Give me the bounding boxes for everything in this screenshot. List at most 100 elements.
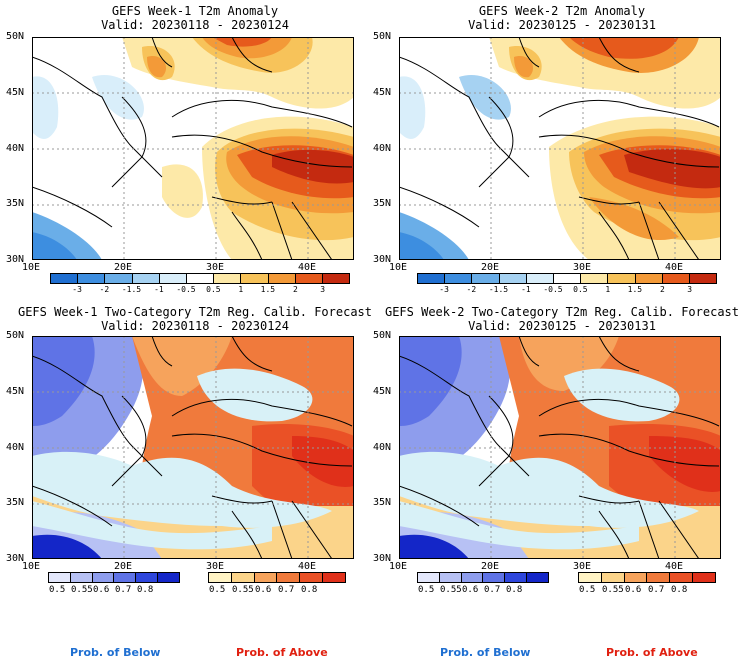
below-color-swatch	[136, 573, 159, 582]
prob-above-label-2: Prob. of Above	[606, 646, 698, 659]
above-color-swatch	[647, 573, 671, 582]
below-color-swatch	[483, 573, 506, 582]
lat-label: 30N	[6, 553, 25, 564]
prob-tick-label: 0.7	[484, 585, 501, 595]
panel4-map	[399, 336, 721, 559]
colorbar-tick-label: -1.5	[121, 285, 142, 294]
colorbar-tick-label: -3	[72, 285, 82, 294]
lon-label: 10E	[22, 262, 41, 273]
lat-label: 35N	[6, 198, 25, 210]
above-color-swatch	[277, 573, 301, 582]
lon-label: 20E	[481, 262, 500, 273]
prob-above-colorbar-1	[208, 572, 346, 583]
panel2-map	[399, 37, 721, 260]
prob-tick-label: 0.5	[418, 585, 435, 595]
prob-tick-label: 0.55	[232, 585, 254, 595]
lat-label: 50N	[373, 330, 392, 341]
prob-tick-label: 0.8	[301, 585, 318, 595]
lat-label: 40N	[373, 142, 392, 154]
prob-map-week2	[399, 336, 721, 559]
prob-tick-label: 0.7	[115, 585, 132, 595]
anomaly-colorbar-1	[50, 273, 350, 284]
panel2-title: GEFS Week-2 T2m Anomaly Valid: 20230125 -…	[468, 4, 656, 32]
lon-label: 40E	[665, 561, 684, 572]
below-color-swatch	[461, 573, 484, 582]
lon-label: 20E	[114, 561, 133, 572]
prob-tick-label: 0.5	[209, 585, 226, 595]
anomaly-color-swatch	[418, 274, 446, 283]
panel3-map	[32, 336, 354, 559]
below-color-swatch	[505, 573, 528, 582]
lat-label: 50N	[6, 330, 25, 341]
lon-label: 20E	[114, 262, 133, 273]
lat-label: 35N	[373, 198, 392, 210]
lon-label: 40E	[298, 561, 317, 572]
lon-label: 40E	[665, 262, 684, 273]
colorbar-tick-label: -0.5	[176, 285, 196, 294]
anomaly-color-swatch	[132, 274, 160, 283]
colorbar-tick-label: 0.5	[206, 285, 221, 294]
anomaly-color-swatch	[445, 274, 473, 283]
lat-label: 30N	[6, 254, 25, 265]
lat-label: 45N	[6, 385, 25, 397]
lat-label: 45N	[373, 86, 392, 98]
anomaly-color-swatch	[526, 274, 554, 283]
anomaly-color-swatch	[581, 274, 609, 283]
prob-above-label-1: Prob. of Above	[236, 646, 328, 659]
prob-below-colorbar-2	[417, 572, 549, 583]
lat-label: 50N	[373, 31, 392, 42]
above-color-swatch	[231, 573, 255, 582]
colorbar-tick-label: 2	[659, 285, 665, 294]
anomaly-color-swatch	[186, 274, 215, 283]
prob-tick-label: 0.8	[671, 585, 688, 595]
prob-tick-label: 0.7	[278, 585, 295, 595]
colorbar-tick-label: 1	[605, 285, 611, 294]
anomaly-map-week1	[32, 37, 354, 260]
anomaly-color-swatch	[689, 274, 717, 283]
anomaly-color-swatch	[241, 274, 269, 283]
prob-tick-label: 0.8	[506, 585, 523, 595]
above-color-swatch	[254, 573, 278, 582]
below-color-swatch	[439, 573, 462, 582]
colorbar-tick-label: -1	[154, 285, 164, 294]
anomaly-colorbar-2	[417, 273, 717, 284]
above-color-swatch	[670, 573, 694, 582]
colorbar-tick-label: 1	[238, 285, 244, 294]
lat-label: 45N	[6, 86, 25, 98]
lat-label: 40N	[6, 441, 25, 453]
lat-label: 50N	[6, 31, 25, 42]
anomaly-map-week2	[399, 37, 721, 260]
anomaly-color-swatch	[105, 274, 133, 283]
colorbar-tick-label: 1.5	[260, 285, 276, 294]
prob-above-colorbar-2	[578, 572, 716, 583]
lon-label: 10E	[22, 561, 41, 572]
above-color-swatch	[209, 573, 232, 582]
anomaly-color-swatch	[214, 274, 242, 283]
anomaly-color-swatch	[322, 274, 350, 283]
anomaly-color-swatch	[635, 274, 663, 283]
lat-label: 40N	[6, 142, 25, 154]
colorbar-tick-label: 2	[292, 285, 298, 294]
colorbar-tick-label: -3	[439, 285, 449, 294]
above-color-swatch	[693, 573, 715, 582]
lon-label: 30E	[573, 561, 592, 572]
colorbar-tick-label: 1.5	[627, 285, 643, 294]
panel1-title: GEFS Week-1 T2m Anomaly Valid: 20230118 -…	[101, 4, 289, 32]
lon-label: 10E	[389, 262, 408, 273]
anomaly-color-swatch	[499, 274, 527, 283]
lon-label: 40E	[298, 262, 317, 273]
prob-tick-label: 0.55	[602, 585, 624, 595]
anomaly-color-swatch	[608, 274, 636, 283]
colorbar-tick-label: -2	[466, 285, 477, 294]
lon-label: 30E	[206, 262, 225, 273]
lon-label: 30E	[573, 262, 592, 273]
anomaly-color-swatch	[553, 274, 582, 283]
lat-label: 30N	[373, 553, 392, 564]
anomaly-color-swatch	[268, 274, 296, 283]
lat-label: 35N	[373, 497, 392, 509]
below-color-swatch	[70, 573, 93, 582]
prob-tick-label: 0.8	[137, 585, 154, 595]
colorbar-tick-label: -1	[521, 285, 531, 294]
prob-map-week1	[32, 336, 354, 559]
below-color-swatch	[527, 573, 548, 582]
